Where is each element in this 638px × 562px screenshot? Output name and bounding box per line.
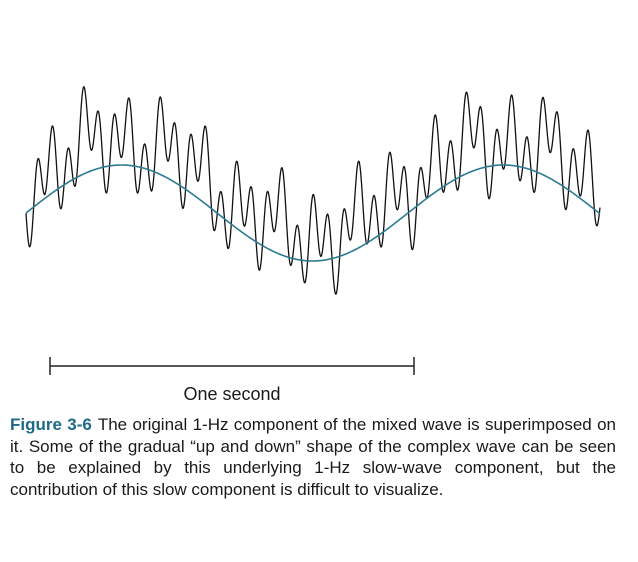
one-second-scale-bar <box>49 357 415 375</box>
complex-wave <box>25 86 601 295</box>
figure-label: Figure 3-6 <box>10 415 92 434</box>
caption-text: The original 1-Hz component of the mixed… <box>10 415 616 499</box>
figure-caption: Figure 3-6 The original 1-Hz component of… <box>10 414 616 500</box>
scale-bar-label: One second <box>183 384 281 404</box>
waveform-figure <box>25 86 601 375</box>
slow-wave-1hz <box>25 164 601 262</box>
